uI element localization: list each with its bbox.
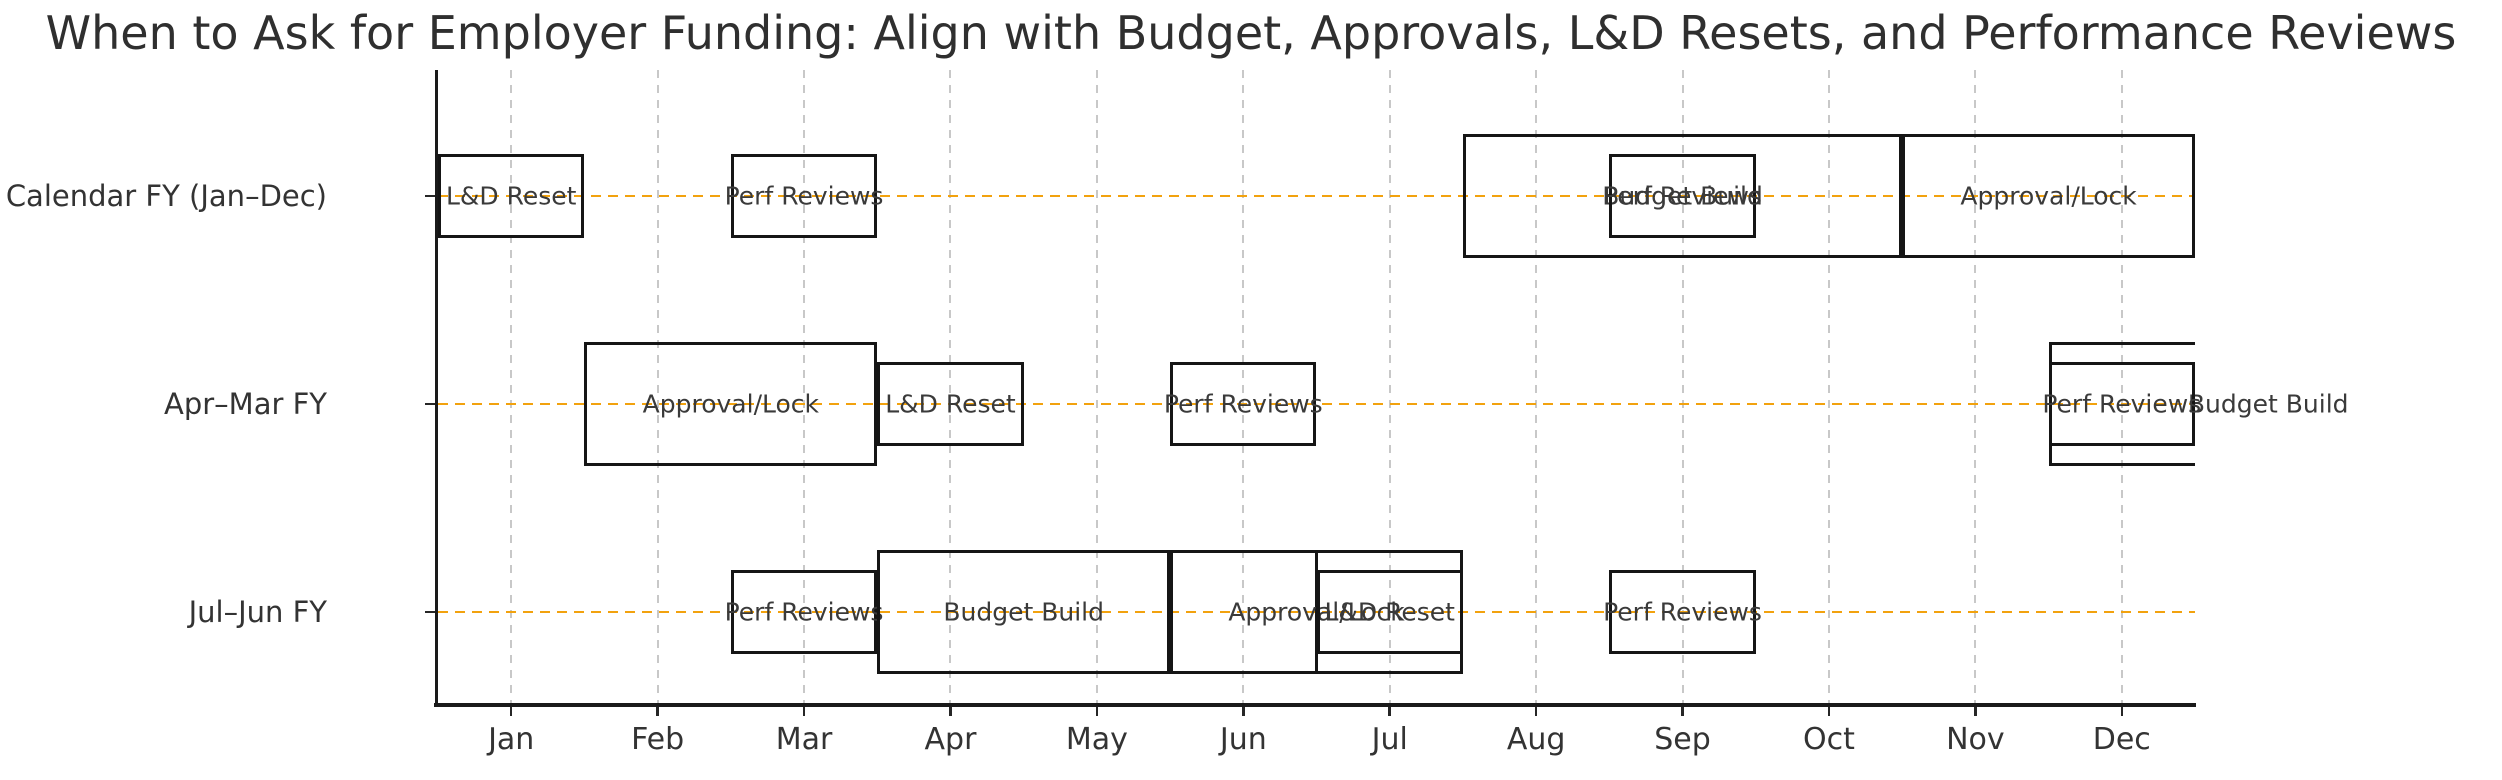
x-tick-label: May: [1065, 722, 1128, 757]
x-tick-label: Oct: [1803, 722, 1855, 757]
bar-label: Perf Reviews: [724, 597, 884, 627]
gridline: [2120, 70, 2123, 703]
bar-label: L&D Reset: [885, 389, 1016, 419]
x-tick: [949, 703, 952, 716]
x-tick-label: Jan: [488, 722, 535, 757]
x-tick: [1827, 703, 1831, 716]
chart-title: When to Ask for Employer Funding: Align …: [45, 6, 2457, 60]
row-center-line: [438, 402, 2195, 405]
y-tick: [425, 610, 438, 614]
x-tick-label: Sep: [1654, 722, 1711, 757]
x-tick: [1388, 703, 1391, 716]
row-label: Apr–Mar FY: [164, 387, 327, 421]
bar-label: Perf Reviews: [724, 181, 884, 211]
timeline-bar: [730, 570, 878, 654]
row-label: Calendar FY (Jan–Dec): [5, 179, 327, 213]
x-tick: [1681, 703, 1684, 716]
x-tick: [1974, 703, 1977, 716]
x-tick: [1534, 703, 1538, 716]
timeline-bar: [1609, 154, 1756, 238]
gridline: [949, 70, 952, 703]
gridline: [1827, 70, 1830, 703]
timeline-bar: [1316, 570, 1463, 654]
bar-label: Approval/Lock: [642, 389, 820, 419]
x-tick-label: Nov: [1946, 722, 2005, 757]
x-tick-label: Mar: [775, 722, 833, 757]
timeline-bar: [584, 342, 878, 466]
gridline: [1388, 70, 1391, 703]
gridline: [1095, 70, 1098, 703]
bar-label: Budget Build: [2187, 389, 2349, 419]
x-tick: [656, 703, 659, 716]
x-tick: [802, 703, 806, 716]
bar-label: Budget Build: [1602, 181, 1763, 211]
y-tick: [425, 402, 438, 406]
gridline: [1535, 70, 1538, 703]
x-tick: [2120, 703, 2124, 716]
timeline-bar: [877, 362, 1024, 446]
y-tick: [425, 194, 438, 198]
timeline-bar: [1170, 362, 1317, 446]
timeline-bar: [438, 154, 585, 238]
timeline-bar: [877, 550, 1171, 674]
row-label: Jul–Jun FY: [188, 595, 327, 629]
timeline-bar: [1902, 134, 2195, 258]
bar-label: Perf Reviews: [2042, 389, 2202, 419]
bar-label: Perf Reviews: [1163, 389, 1323, 419]
x-tick-label: Aug: [1506, 722, 1566, 757]
bar-label: Perf Reviews: [1603, 597, 1762, 627]
x-tick: [1242, 703, 1245, 716]
gridline: [803, 70, 806, 703]
row-center-line: [438, 194, 2195, 197]
gridline: [510, 70, 513, 703]
x-tick: [1095, 703, 1099, 716]
bar-label: Budget Build: [943, 597, 1104, 627]
x-tick-label: Dec: [2092, 722, 2151, 757]
gridline: [1242, 70, 1245, 703]
x-tick-label: Jul: [1371, 722, 1408, 757]
y-axis-spine: [435, 70, 438, 707]
bar-label: Approval/Lock: [1960, 181, 2137, 211]
bar-label: Perf Reviews: [1603, 181, 1762, 211]
x-tick-label: Apr: [924, 722, 977, 757]
timeline-bar: [1609, 570, 1756, 654]
timeline-bar: [2048, 362, 2195, 446]
x-tick: [509, 703, 513, 716]
gridline: [1974, 70, 1977, 703]
gridline: [1681, 70, 1684, 703]
timeline-bar: [1462, 134, 1903, 258]
x-tick-label: Feb: [631, 722, 685, 757]
x-axis-spine: [434, 703, 2196, 707]
gridline: [656, 70, 659, 703]
bar-label: L&D Reset: [1324, 597, 1455, 627]
timeline-bar: [730, 154, 878, 238]
bar-label: L&D Reset: [445, 181, 577, 211]
x-tick-label: Jun: [1219, 722, 1267, 757]
